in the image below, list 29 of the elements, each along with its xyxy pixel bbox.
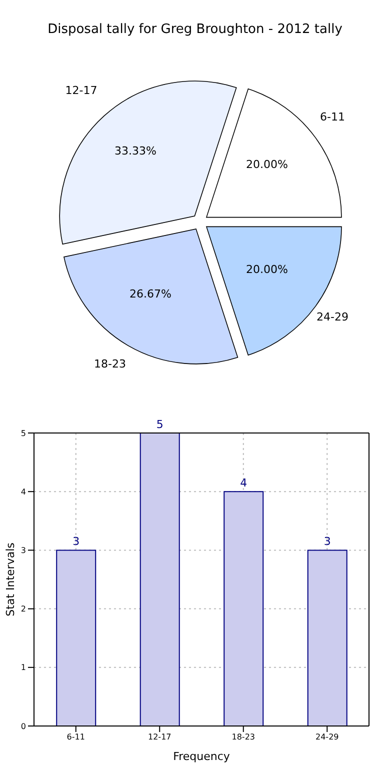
x-axis-title: Frequency [173,750,230,763]
data-label: 26.67% [130,288,172,301]
y-tick-label: 4 [20,487,26,496]
bar [307,550,348,726]
slice-label: 6-11 [320,110,346,124]
data-label: 4 [240,476,248,490]
y-tick-label: 3 [20,546,26,556]
bar [140,433,180,726]
data-label: 5 [156,418,164,431]
y-tick-label: 5 [20,428,26,438]
slice-label: 24-29 [316,310,349,324]
bar [56,550,96,726]
chart-title: Disposal tally for Greg Broughton - 2012 tally [46,21,344,39]
x-tick-label: 6-11 [66,732,85,742]
data-label: 20.00% [246,158,288,172]
x-tick-label: 12-17 [148,732,172,742]
slice-label: 18-23 [94,358,126,371]
data-label: 33.33% [114,144,156,158]
y-tick-label: 2 [20,604,26,614]
data-label: 3 [72,535,80,548]
slice-label: 12-17 [65,84,98,98]
x-tick-label: 18-23 [232,732,255,742]
y-tick-label: 1 [20,663,26,672]
data-label: 20.00% [246,262,288,276]
y-tick-label: 0 [20,722,26,731]
data-label: 3 [324,535,331,548]
y-axis-title: Stat Intervals [4,542,17,616]
bar [224,491,264,726]
x-tick-label: 24-29 [316,732,339,742]
